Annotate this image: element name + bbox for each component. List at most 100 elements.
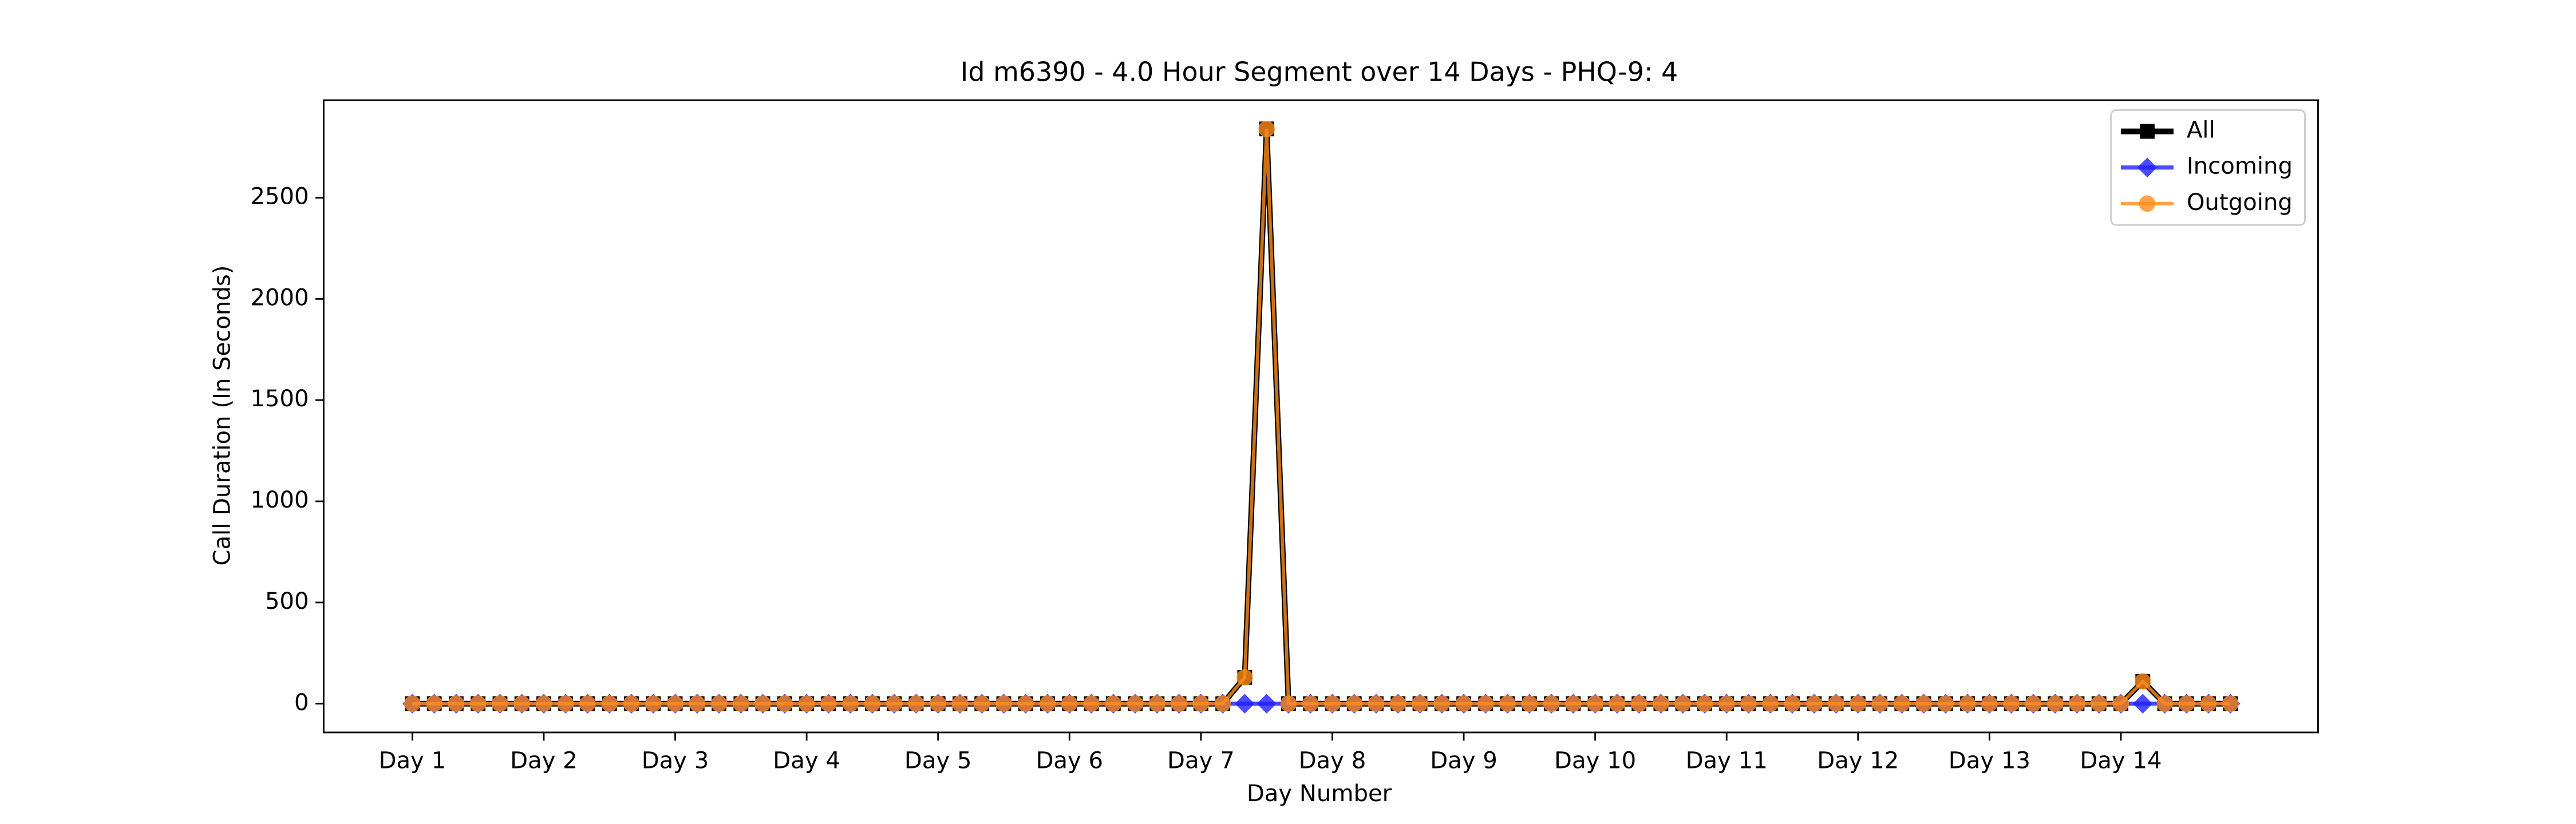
marker <box>710 695 728 712</box>
legend-label: Incoming <box>2187 153 2293 180</box>
x-tick-label: Day 1 <box>379 748 447 774</box>
marker <box>2112 695 2129 712</box>
marker <box>1368 695 1385 712</box>
marker <box>1083 695 1100 712</box>
marker <box>1324 695 1341 712</box>
marker <box>557 695 574 712</box>
marker <box>645 695 662 712</box>
marker <box>1981 695 1998 712</box>
marker <box>1127 695 1144 712</box>
marker <box>1630 695 1647 712</box>
marker <box>886 695 903 712</box>
marker <box>1828 695 1844 712</box>
y-axis-label: Call Duration (In Seconds) <box>209 266 235 566</box>
marker <box>492 695 508 712</box>
marker <box>2003 695 2020 712</box>
marker <box>1412 695 1428 712</box>
marker <box>1674 695 1692 712</box>
marker <box>1499 695 1516 712</box>
marker <box>535 695 552 712</box>
y-tick-label: 1500 <box>250 386 309 412</box>
y-tick-label: 0 <box>294 690 309 716</box>
y-tick-label: 1000 <box>250 487 309 513</box>
x-tick-label: Day 2 <box>510 748 578 774</box>
marker <box>1893 695 1910 712</box>
marker <box>2200 695 2217 712</box>
marker <box>1696 695 1713 712</box>
x-axis-label: Day Number <box>1247 781 1392 807</box>
marker <box>689 695 706 712</box>
marker <box>732 695 749 712</box>
x-tick-label: Day 9 <box>1430 748 1498 774</box>
marker <box>864 695 881 712</box>
marker <box>2069 695 2085 712</box>
marker <box>1915 695 1932 712</box>
marker <box>623 695 640 712</box>
marker <box>601 695 618 712</box>
marker <box>951 695 969 712</box>
marker <box>2133 694 2153 714</box>
marker <box>908 695 924 712</box>
marker <box>2178 695 2195 712</box>
marker <box>1039 695 1056 712</box>
marker <box>1805 695 1823 712</box>
marker <box>973 695 990 712</box>
chart-title: Id m6390 - 4.0 Hour Segment over 14 Days… <box>961 57 1678 88</box>
marker <box>1609 695 1626 712</box>
marker <box>426 695 442 712</box>
marker <box>1061 695 1078 712</box>
marker <box>2134 673 2151 690</box>
plot-frame <box>322 99 2319 734</box>
marker <box>1258 120 1275 137</box>
legend-marker <box>2140 124 2155 139</box>
marker <box>2222 695 2239 712</box>
marker <box>754 695 771 712</box>
marker <box>1302 695 1319 712</box>
marker <box>1871 695 1888 712</box>
marker <box>1477 695 1494 712</box>
x-tick-label: Day 8 <box>1299 748 1366 774</box>
marker <box>995 695 1012 712</box>
marker <box>1762 695 1779 712</box>
x-tick-label: Day 3 <box>642 748 709 774</box>
marker <box>469 695 487 712</box>
marker <box>930 695 947 712</box>
x-tick-label: Day 5 <box>904 748 972 774</box>
y-tick-label: 2000 <box>250 284 309 311</box>
marker <box>513 695 531 712</box>
marker <box>1389 695 1406 712</box>
marker <box>404 695 421 712</box>
y-tick-label: 2500 <box>250 184 309 210</box>
legend-marker <box>2139 195 2156 212</box>
marker <box>1959 695 1976 712</box>
marker <box>2046 695 2064 712</box>
x-tick-label: Day 10 <box>1554 748 1636 774</box>
x-tick-label: Day 12 <box>1817 748 1899 774</box>
x-tick-label: Day 14 <box>2080 748 2162 774</box>
marker <box>1521 695 1538 712</box>
marker <box>842 695 859 712</box>
marker <box>1653 695 1669 712</box>
x-tick-label: Day 4 <box>773 748 840 774</box>
legend-label: All <box>2187 117 2215 144</box>
marker <box>1346 695 1363 712</box>
legend-label: Outgoing <box>2187 189 2293 216</box>
marker <box>1192 695 1210 712</box>
marker <box>776 695 793 712</box>
marker <box>1455 695 1472 712</box>
marker <box>1171 695 1187 712</box>
marker <box>1718 695 1735 712</box>
marker <box>2025 695 2042 712</box>
x-tick-label: Day 13 <box>1949 748 2030 774</box>
marker <box>2156 695 2173 712</box>
marker <box>2091 695 2108 712</box>
marker <box>1236 669 1253 686</box>
marker <box>1937 695 1954 712</box>
x-tick-label: Day 6 <box>1036 748 1103 774</box>
marker <box>579 695 596 712</box>
marker <box>1543 695 1560 712</box>
marker <box>1105 695 1122 712</box>
marker <box>820 695 837 712</box>
marker <box>1565 695 1582 712</box>
